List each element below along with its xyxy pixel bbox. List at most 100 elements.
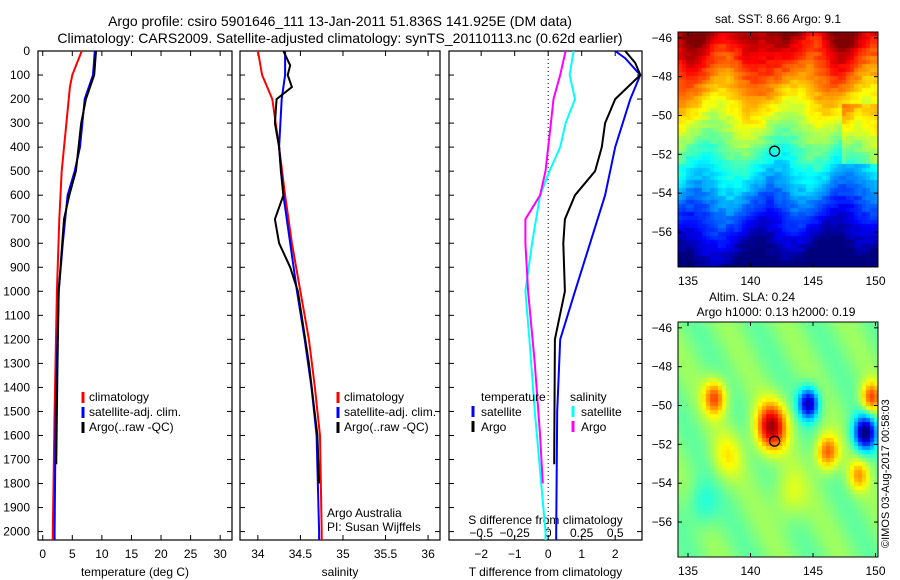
series-t-argo — [553, 50, 642, 465]
y-tick-label: −50 — [652, 109, 673, 123]
series-argo-raw-qc- — [55, 50, 97, 465]
x-tick-label: −2 — [474, 547, 488, 561]
map-title: sat. SST: 8.66 Argo: 9.1 — [715, 12, 841, 26]
x-axis-label: salinity — [322, 565, 359, 579]
y-tick-label: 1900 — [3, 501, 30, 515]
x-tick-label: 145 — [803, 564, 823, 578]
x-tick-label: 34 — [251, 547, 265, 561]
annotation: PI: Susan Wijffels — [327, 520, 421, 534]
x-tick-label: 15 — [125, 547, 139, 561]
y-tick-label: 1600 — [3, 428, 30, 442]
x-tick-label: 150 — [865, 274, 885, 288]
x-tick-label: 25 — [184, 547, 198, 561]
y-tick-label: −52 — [652, 437, 673, 451]
x-tick-label: 1 — [578, 547, 585, 561]
y-tick-label: −50 — [652, 399, 673, 413]
legend-label: satellite — [581, 405, 622, 419]
y-tick-label: −54 — [652, 186, 673, 200]
legend-label: satellite — [481, 405, 522, 419]
argo-position-marker — [768, 435, 781, 447]
legend-label: Argo(..raw -QC) — [89, 420, 174, 434]
x-tick-label: 0 — [39, 547, 46, 561]
legend-label: satellite-adj. clim. — [344, 405, 436, 419]
sla-map-image — [678, 322, 878, 557]
x-tick-label: 0 — [545, 547, 552, 561]
y-tick-label: 1300 — [3, 356, 30, 370]
x2-tick-label: 0.5 — [607, 526, 624, 540]
temperature-axes — [37, 50, 233, 541]
y-tick-label: 500 — [10, 164, 30, 178]
map-frame — [677, 31, 879, 268]
x-tick-label: 34.5 — [289, 547, 313, 561]
sst-map-image — [678, 32, 878, 267]
y-tick-label: 400 — [10, 140, 30, 154]
y-tick-label: −56 — [652, 225, 673, 239]
x-tick-label: 30 — [213, 547, 227, 561]
y-tick-label: 1500 — [3, 404, 30, 418]
differences-axes — [448, 50, 643, 541]
x-tick-label: 145 — [803, 274, 823, 288]
x2-axis-label: S difference from climatology — [468, 513, 623, 527]
y-tick-label: 1200 — [3, 332, 30, 346]
x-tick-label: 140 — [740, 564, 760, 578]
y-tick-label: 800 — [10, 236, 30, 250]
y-tick-label: −46 — [652, 321, 673, 335]
sst-map-axes: 135 140 145 150 −46 −48 −50 −52 −54 −56 sat. SST: … — [652, 12, 886, 288]
y-tick-label: −48 — [652, 70, 673, 84]
y-tick-label: 1700 — [3, 453, 30, 467]
x-tick-label: 36 — [421, 547, 435, 561]
x-tick-label: −1 — [508, 547, 522, 561]
annotation: Argo Australia — [327, 506, 402, 520]
y-tick-label: −56 — [652, 515, 673, 529]
x-tick-label: 135 — [678, 564, 698, 578]
y-tick-label: 600 — [10, 188, 30, 202]
y-tick-label: 1800 — [3, 477, 30, 491]
y-tick-label: 300 — [10, 116, 30, 130]
x2-tick-label: 0.25 — [570, 526, 594, 540]
x-tick-label: 140 — [740, 274, 760, 288]
x-tick-label: 2 — [612, 547, 619, 561]
legend-label: Argo(..raw -QC) — [344, 420, 429, 434]
legend-label: Argo — [481, 420, 507, 434]
x-axis-label: temperature (deg C) — [81, 565, 189, 579]
map-subtitle: Argo h1000: 0.13 h2000: 0.19 — [697, 305, 856, 319]
map-title: Altim. SLA: 0.24 — [709, 290, 795, 304]
x2-tick-label: 0 — [545, 526, 552, 540]
y-tick-label: −48 — [652, 360, 673, 374]
y-tick-label: 100 — [10, 68, 30, 82]
y-tick-label: 700 — [10, 212, 30, 226]
x-axis-label: T difference from climatology — [469, 565, 623, 579]
y-tick-label: −46 — [652, 31, 673, 45]
y-tick-label: 1400 — [3, 380, 30, 394]
legend-label: Argo — [581, 420, 607, 434]
series-climatology — [51, 50, 83, 540]
x-tick-label: 10 — [95, 547, 109, 561]
series-argo-raw-qc- — [273, 50, 321, 484]
y-tick-label: 2000 — [3, 525, 30, 539]
y-tick-label: 1000 — [3, 284, 30, 298]
series-s-argo — [524, 50, 567, 484]
y-tick-label: −54 — [652, 476, 673, 490]
salinity-axes — [239, 50, 441, 541]
y-tick-label: 200 — [10, 92, 30, 106]
x2-tick-label: −0.5 — [469, 526, 493, 540]
y-tick-label: 1100 — [4, 308, 30, 322]
legend-label: satellite-adj. clim. — [89, 405, 181, 419]
legend-heading: temperature — [481, 390, 546, 404]
x-tick-label: 35.5 — [374, 547, 398, 561]
title-line1: Argo profile: csiro 5901646_111 13-Jan-2… — [108, 13, 572, 29]
title-line2: Climatology: CARS2009. Satellite-adjuste… — [57, 30, 622, 46]
map-frame — [677, 321, 879, 558]
x-tick-label: 20 — [154, 547, 168, 561]
x-tick-label: 35 — [336, 547, 350, 561]
x-tick-label: 135 — [678, 274, 698, 288]
watermark: ©IMOS 03-Aug-2017 00:58:03 — [880, 399, 892, 548]
differences-panel: −2 −1 0 1 2 T difference from climatology −0.5… — [448, 50, 643, 579]
series-climatology — [256, 50, 323, 540]
salinity-panel: 34 34.5 35 35.5 36 salinity climatologysatelli… — [239, 50, 441, 579]
legend-heading: salinity — [570, 390, 607, 404]
series-satellite-adj-clim- — [53, 50, 96, 540]
x-tick-label: 5 — [69, 547, 76, 561]
